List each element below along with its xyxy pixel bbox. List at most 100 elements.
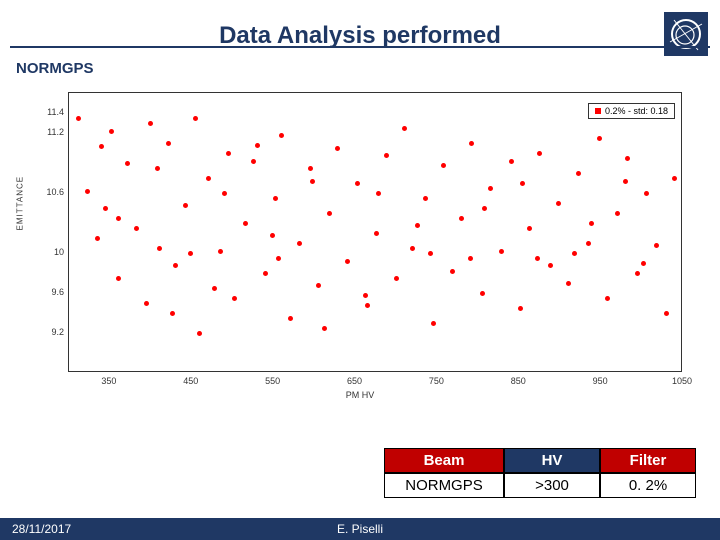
scatter-point [345,259,350,264]
scatter-point [355,181,360,186]
scatter-point [376,191,381,196]
scatter-point [166,141,171,146]
y-axis-label: EMITTANCE [16,176,25,231]
x-tick-label: 750 [421,376,451,386]
table-header-beam: Beam [384,448,504,473]
y-tick-label: 9.6 [24,287,64,297]
table-header-hv: HV [504,448,600,473]
x-tick-label: 550 [258,376,288,386]
scatter-point [572,251,577,256]
slide-footer: 28/11/2017 E. Piselli [0,518,720,540]
scatter-point [394,276,399,281]
scatter-point [441,163,446,168]
title-underline [10,46,710,48]
table-cell-beam: NORMGPS [384,473,504,498]
plot-frame: 0.2% - std: 0.18 [68,92,682,372]
scatter-point [173,263,178,268]
scatter-point [576,171,581,176]
scatter-point [103,206,108,211]
scatter-point [148,121,153,126]
scatter-point [431,321,436,326]
scatter-point [415,223,420,228]
scatter-point [335,146,340,151]
y-tick-label: 9.2 [24,327,64,337]
scatter-point [623,179,628,184]
y-tick-label: 10 [24,247,64,257]
scatter-point [99,144,104,149]
scatter-point [625,156,630,161]
scatter-point [374,231,379,236]
y-tick-label: 11.2 [24,127,64,137]
scatter-point [459,216,464,221]
scatter-point [548,263,553,268]
scatter-point [297,241,302,246]
x-tick-label: 350 [94,376,124,386]
scatter-point [232,296,237,301]
scatter-point [155,166,160,171]
scatter-point [586,241,591,246]
footer-author: E. Piselli [0,522,720,536]
scatter-point [644,191,649,196]
table-cell-hv: >300 [504,473,600,498]
scatter-point [488,186,493,191]
table-header-filter: Filter [600,448,696,473]
scatter-point [499,249,504,254]
x-axis-label: PM HV [24,390,696,400]
scatter-point [157,246,162,251]
slide-root: Data Analysis performed NORMGPS 0.2% - s… [0,0,720,540]
scatter-point [270,233,275,238]
scatter-point [428,251,433,256]
x-tick-label: 450 [176,376,206,386]
scatter-point [423,196,428,201]
scatter-point [263,271,268,276]
scatter-point [450,269,455,274]
scatter-point [615,211,620,216]
scatter-point [95,236,100,241]
scatter-point [480,291,485,296]
scatter-point [76,116,81,121]
scatter-point [251,159,256,164]
scatter-point [125,161,130,166]
scatter-point [116,216,121,221]
scatter-point [288,316,293,321]
chart-legend: 0.2% - std: 0.18 [588,103,675,119]
table-cell-filter: 0. 2% [600,473,696,498]
scatter-point [635,271,640,276]
scatter-point [566,281,571,286]
x-tick-label: 850 [503,376,533,386]
scatter-point [170,311,175,316]
scatter-point [363,293,368,298]
scatter-point [605,296,610,301]
legend-marker-icon [595,108,601,114]
x-tick-label: 1050 [667,376,697,386]
scatter-point [384,153,389,158]
scatter-point [134,226,139,231]
scatter-point [206,176,211,181]
y-tick-label: 11.4 [24,107,64,117]
scatter-point [535,256,540,261]
scatter-point [402,126,407,131]
scatter-point [144,301,149,306]
table-col-beam: Beam NORMGPS [384,448,504,498]
scatter-point [664,311,669,316]
scatter-point [188,251,193,256]
y-tick-label: 10.6 [24,187,64,197]
scatter-point [537,151,542,156]
scatter-point [468,256,473,261]
parameters-table: Beam NORMGPS HV >300 Filter 0. 2% [384,448,696,498]
scatter-chart: 0.2% - std: 0.18 9.2 9.6 10 10.6 11.2 11.4 35… [24,86,696,410]
scatter-point [410,246,415,251]
scatter-point [589,221,594,226]
scatter-point [193,116,198,121]
scatter-point [316,283,321,288]
scatter-point [243,221,248,226]
cern-logo-icon [664,12,708,56]
scatter-point [109,129,114,134]
scatter-point [226,151,231,156]
scatter-point [322,326,327,331]
scatter-point [641,261,646,266]
scatter-point [222,191,227,196]
scatter-point [518,306,523,311]
scatter-point [597,136,602,141]
scatter-point [273,196,278,201]
